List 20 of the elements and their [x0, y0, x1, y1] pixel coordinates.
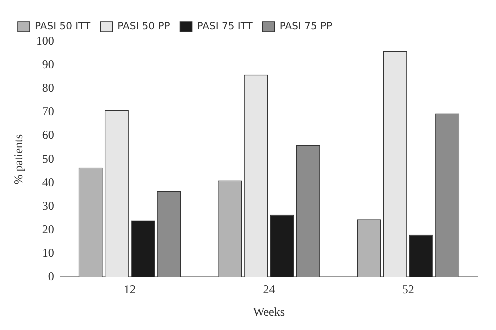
legend-label: PASI 75 ITT — [197, 22, 254, 33]
y-tick-label: 10 — [42, 246, 54, 260]
legend-label: PASI 50 PP — [118, 22, 170, 33]
y-tick-label: 100 — [36, 34, 54, 48]
x-axis-title: Weeks — [253, 304, 286, 319]
x-tick-label: 12 — [124, 282, 136, 297]
y-tick-label: 30 — [42, 198, 54, 213]
x-tick-label: 24 — [263, 282, 276, 297]
y-tick-label: 60 — [42, 128, 54, 142]
legend-label: PASI 50 ITT — [35, 22, 92, 33]
y-tick-label: 40 — [42, 175, 54, 190]
y-tick-label: 20 — [42, 222, 54, 236]
y-tick-label: 50 — [42, 152, 54, 166]
y-tick-label: 80 — [42, 81, 54, 96]
y-tick-label: 90 — [42, 58, 54, 72]
y-tick-label: 0 — [48, 269, 54, 284]
legend-label: PASI 75 PP — [280, 22, 333, 33]
y-tick-label: 70 — [42, 104, 54, 119]
x-tick-label: 52 — [402, 282, 414, 297]
y-axis-title: % patients — [11, 134, 26, 185]
